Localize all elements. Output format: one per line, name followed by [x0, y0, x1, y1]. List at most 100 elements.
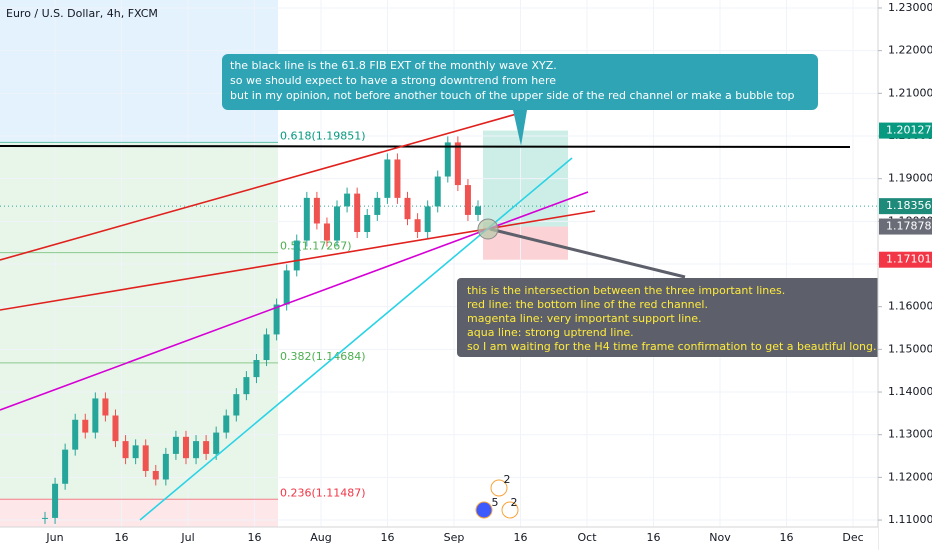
chart-title: Euro / U.S. Dollar, 4h, FXCM: [6, 7, 158, 20]
zone-green: [0, 142, 278, 500]
candle: [394, 159, 401, 198]
x-tick-label: 16: [381, 531, 395, 544]
price-tag: [879, 251, 932, 268]
callout-text: aqua line: strong uptrend line.: [467, 326, 634, 339]
candle: [162, 453, 169, 480]
callout-top: [222, 54, 818, 146]
candle: [42, 517, 48, 519]
callout-text: but in my opinion, not before another to…: [230, 89, 795, 102]
y-tick-label: 1.15000: [888, 342, 932, 355]
event-badge: 2: [504, 473, 511, 486]
candle: [404, 197, 411, 220]
trend-lines: [0, 112, 851, 521]
candle: [364, 214, 371, 233]
candle: [132, 445, 139, 459]
candle: [313, 197, 320, 224]
candle: [72, 419, 79, 450]
event-icon: [490, 479, 508, 497]
y-tick-label: 1.11000: [888, 513, 932, 526]
time-axis-bg: [0, 527, 878, 550]
x-tick-label: 16: [780, 531, 794, 544]
y-tick-label: 1.14000: [888, 385, 932, 398]
candle: [223, 415, 230, 433]
price-tag-label: 1.20127: [886, 124, 932, 137]
candle: [243, 377, 250, 395]
candle: [142, 445, 149, 471]
candle: [122, 441, 129, 459]
callout-bottom: [457, 278, 884, 357]
y-tick-label: 1.19000: [888, 172, 932, 185]
candle: [424, 206, 431, 233]
candle: [334, 206, 341, 241]
candle: [152, 470, 159, 480]
candle: [354, 193, 361, 233]
event-badge: 5: [492, 496, 499, 509]
price-tag: [879, 198, 932, 215]
callout-text: so I am waiting for the H4 time frame co…: [467, 340, 877, 353]
candle: [112, 415, 119, 442]
candle: [62, 449, 69, 484]
candle: [464, 185, 471, 215]
fib-ext-line: [0, 145, 851, 148]
event-badge: 2: [511, 496, 518, 509]
price-tag-label: 1.17878: [886, 220, 932, 233]
uptrend-line: [139, 157, 573, 521]
candle: [203, 441, 210, 454]
price-tag: [879, 218, 932, 235]
candle: [434, 176, 441, 207]
candle: [293, 240, 300, 271]
x-tick-label: Nov: [709, 531, 731, 544]
candle: [323, 223, 330, 241]
candle: [182, 436, 189, 459]
candle: [253, 360, 260, 378]
candle: [172, 436, 179, 454]
candle: [263, 334, 270, 361]
callout-box: [222, 54, 818, 110]
x-tick-label: 16: [115, 531, 129, 544]
candle: [303, 197, 310, 241]
y-tick-label: 1.12000: [888, 470, 932, 483]
candle: [233, 394, 240, 416]
x-tick-label: 16: [647, 531, 661, 544]
candle: [384, 159, 391, 198]
price-tag: [879, 122, 932, 139]
zone-red: [0, 499, 278, 527]
x-tick-label: Oct: [577, 531, 597, 544]
x-tick-label: Dec: [842, 531, 863, 544]
candle: [475, 206, 481, 215]
fib-label: 0.5(1.17267): [280, 240, 352, 253]
y-tick-label: 1.21000: [888, 86, 932, 99]
candle: [444, 142, 451, 177]
y-tick-label: 1.13000: [888, 428, 932, 441]
candle: [52, 483, 59, 518]
x-tick-label: Aug: [310, 531, 331, 544]
candle: [213, 432, 220, 454]
callout-text: the black line is the 61.8 FIB EXT of th…: [230, 59, 557, 72]
x-tick-label: 16: [514, 531, 528, 544]
price-tag-label: 1.18356: [886, 199, 932, 212]
callout-text: magenta line: very important support lin…: [467, 312, 702, 325]
x-tick-label: Jun: [45, 531, 63, 544]
callout-box: [457, 278, 884, 357]
candle: [193, 441, 200, 459]
candle: [273, 304, 280, 335]
callout-pointer: [489, 227, 686, 279]
fib-label: 0.382(1.14684): [280, 350, 366, 363]
candle: [92, 398, 99, 433]
callout-text: so we should expect to have a strong dow…: [230, 74, 556, 87]
price-tag-label: 1.17101: [886, 253, 932, 266]
candle: [283, 270, 290, 305]
event-icon: [501, 501, 519, 519]
candle: [374, 197, 381, 215]
x-tick-label: Jul: [180, 531, 194, 544]
x-tick-label: 16: [248, 531, 262, 544]
callout-text: this is the intersection between the thr…: [467, 284, 785, 297]
intersection-marker: [477, 218, 499, 240]
candles: [42, 136, 481, 524]
fib-label: 0.236(1.11487): [280, 486, 366, 499]
channel-upper-line: [0, 112, 521, 261]
candle: [82, 419, 89, 433]
axis-bg: [878, 0, 932, 550]
